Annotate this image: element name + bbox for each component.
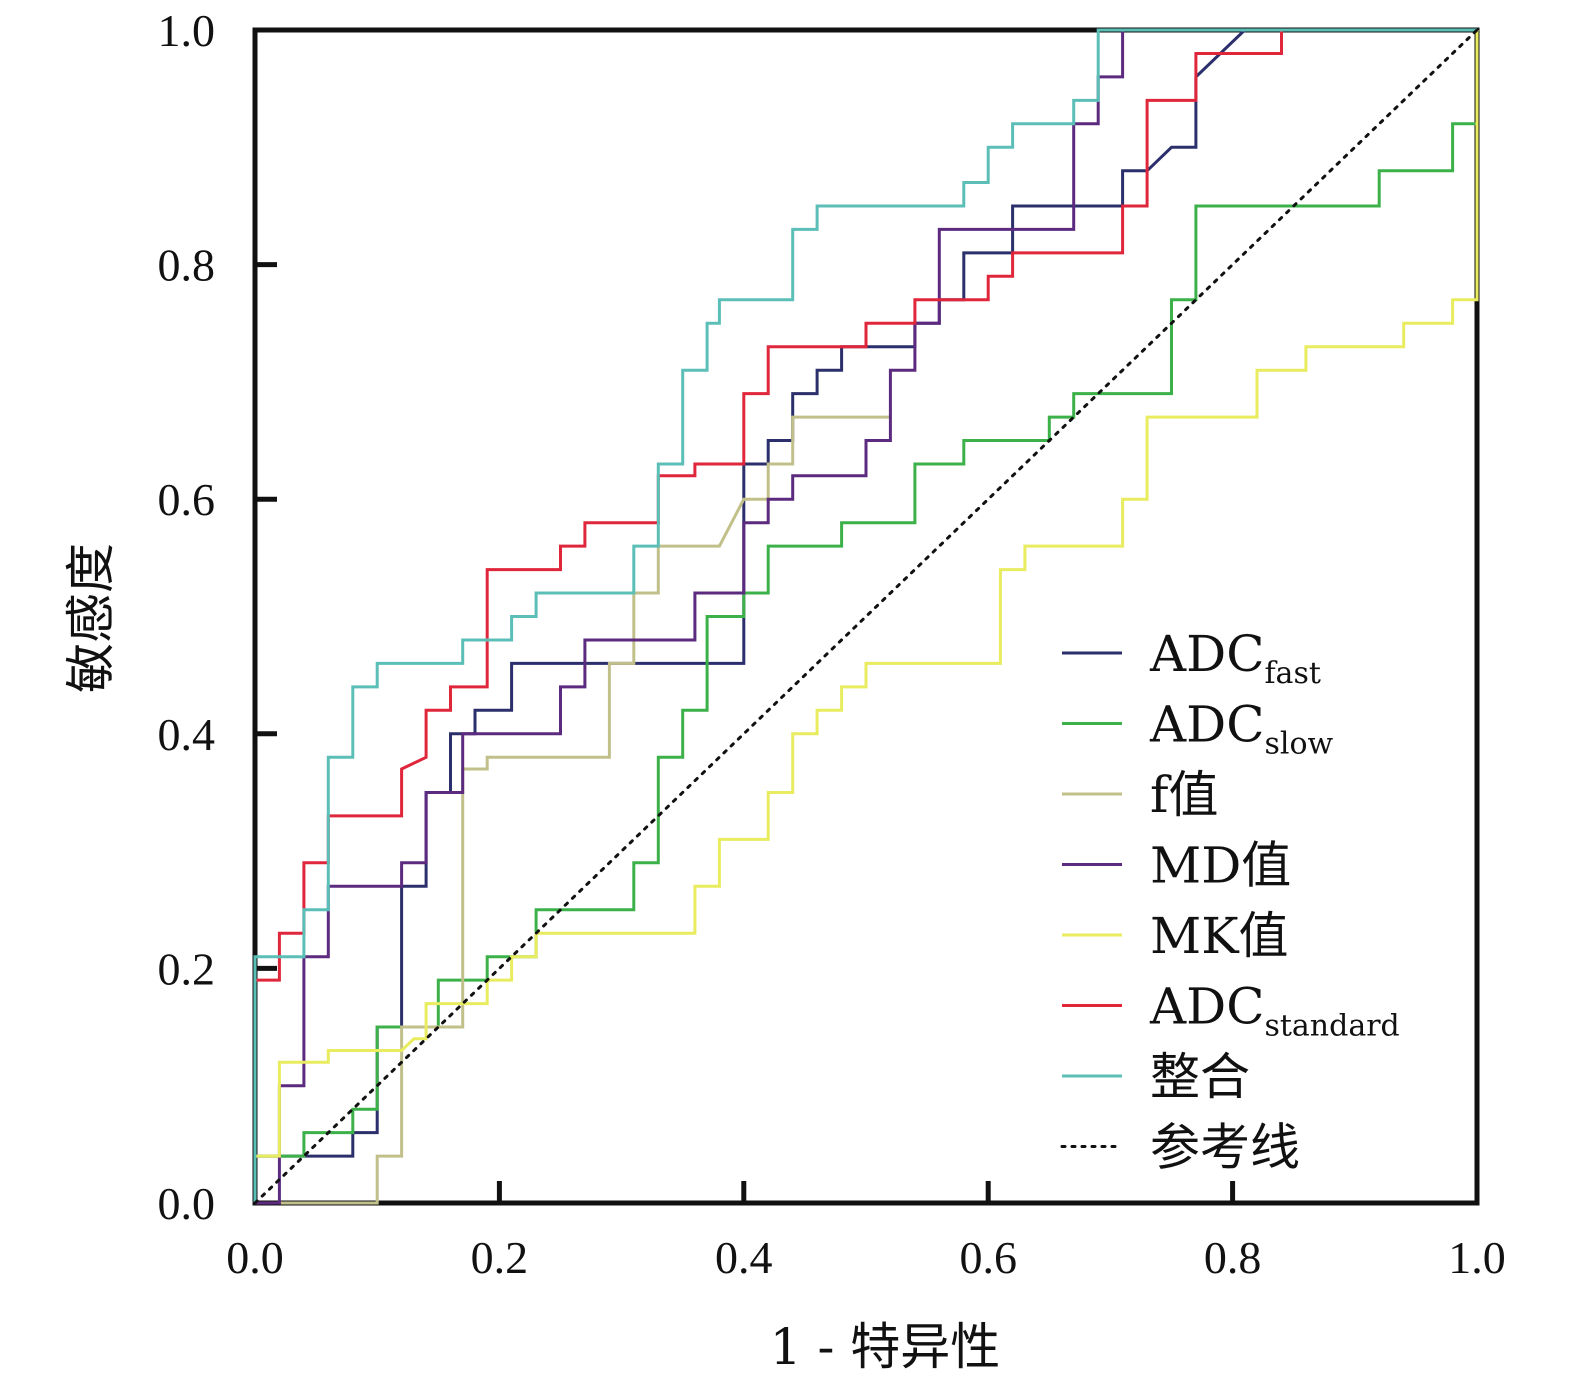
legend-label-1: ADCslow [1149,696,1334,762]
legend-label-main: MD值 [1150,837,1291,895]
x-tick-label: 0.8 [1204,1232,1262,1283]
legend-label-3: MD值 [1150,837,1291,895]
legend-label-subscript: standard [1264,1009,1399,1044]
y-tick-label: 1.0 [158,5,216,56]
legend-label-4: MK值 [1150,907,1289,965]
legend-label-2: f值 [1150,766,1219,824]
legend-label-0: ADCfast [1149,625,1321,691]
axis-labels: 1 - 特异性 敏感度 [62,543,1000,1376]
y-axis-title: 敏感度 [62,543,120,693]
legend-label-main: 参考线 [1150,1119,1300,1177]
y-tick-label: 0.4 [158,709,216,760]
legend-label-main: ADC [1149,696,1264,754]
legend-label-main: 整合 [1150,1048,1250,1106]
x-tick-label: 0.2 [471,1232,529,1283]
y-tick-label: 0.6 [158,474,216,525]
series-line-2 [255,415,891,1205]
legend-label-main: f值 [1150,766,1219,824]
legend-label-main: MK值 [1150,907,1289,965]
series-line-3 [255,28,1477,1205]
legend-label-7: 参考线 [1150,1119,1300,1177]
y-tick-label: 0.8 [158,240,216,291]
x-tick-label: 0.0 [226,1232,284,1283]
series-line-5 [253,28,1477,1203]
series-line-4 [253,30,1479,1203]
x-axis-title: 1 - 特异性 [770,1318,1001,1376]
legend-label-main: ADC [1149,625,1264,683]
y-tick-label: 0.2 [158,943,216,994]
series-line-7 [253,28,1479,1205]
x-tick-label: 1.0 [1448,1232,1506,1283]
axes: 0.0 0.2 0.4 0.6 0.8 1.0 0.0 0.2 0.4 0.6 0.8 1.0 [158,5,1506,1283]
series-layer [253,28,1479,1205]
plot-frame [252,27,1480,1206]
legend-label-5: ADCstandard [1149,978,1400,1044]
y-tick-label: 0.0 [158,1178,216,1229]
series-line-6 [253,28,1477,1203]
legend-label-subscript: slow [1264,727,1333,762]
legend-label-main: ADC [1149,978,1264,1036]
x-tick-label: 0.6 [959,1232,1017,1283]
x-tick-label: 0.4 [715,1232,773,1283]
legend-label-subscript: fast [1264,656,1320,691]
legend-label-6: 整合 [1150,1048,1250,1106]
